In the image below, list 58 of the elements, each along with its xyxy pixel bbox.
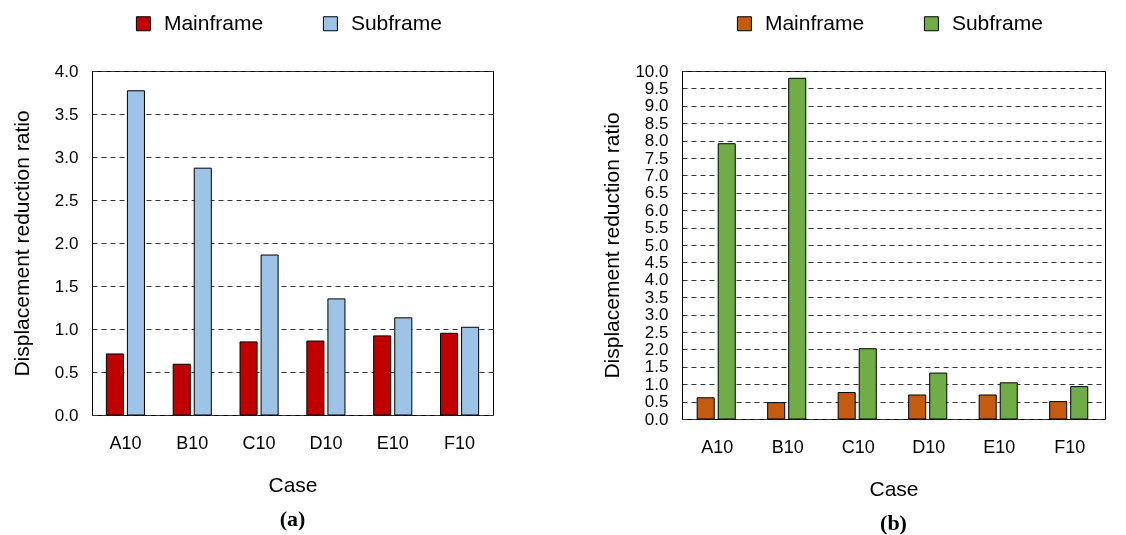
y-tick-label: 0.5 <box>54 362 79 382</box>
y-tick-label: 2.0 <box>54 233 79 253</box>
y-tick-label: 10.0 <box>635 61 669 81</box>
legend-label: Subframe <box>350 10 442 34</box>
y-tick-label: 3.5 <box>54 104 79 124</box>
x-tick-label: E10 <box>983 436 1016 457</box>
y-tick-label: 2.5 <box>644 322 669 342</box>
x-tick-label: B10 <box>771 436 804 457</box>
y-tick-label: 4.0 <box>644 270 669 290</box>
y-tick-label: 1.5 <box>54 276 79 296</box>
x-tick-label: C10 <box>841 436 875 457</box>
x-tick-label: A10 <box>109 432 142 453</box>
y-tick-label: 3.0 <box>644 305 669 325</box>
y-tick-label: 0.0 <box>54 405 79 425</box>
bar <box>767 402 786 420</box>
bar <box>929 372 948 420</box>
legend-label: Mainframe <box>163 10 264 34</box>
y-tick-label: 8.0 <box>644 131 669 151</box>
y-tick-label: 5.5 <box>644 218 669 238</box>
y-tick-label: 4.5 <box>644 252 669 272</box>
text: (b) <box>880 510 907 535</box>
y-tick-label: 5.0 <box>644 235 669 255</box>
bar <box>239 341 258 416</box>
y-tick-label: 4.0 <box>54 61 79 81</box>
bar <box>193 167 212 416</box>
x-tick-label: D10 <box>912 436 946 457</box>
y-tick-label: 1.0 <box>54 319 79 339</box>
x-tick-label: D10 <box>309 432 343 453</box>
y-tick-label: 7.5 <box>644 148 669 168</box>
x-tick-label: E10 <box>376 432 409 453</box>
y-tick-label: 9.5 <box>644 78 669 98</box>
y-tick-label: 3.0 <box>54 147 79 167</box>
text: (a) <box>279 506 306 531</box>
y-tick-label: 3.5 <box>644 287 669 307</box>
y-tick-label: 1.5 <box>644 357 669 377</box>
y-axis-title: Displacement reduction ratio <box>599 112 623 379</box>
y-tick-label: 1.0 <box>644 374 669 394</box>
y-tick-label: 6.0 <box>644 200 669 220</box>
y-tick-label: 7.0 <box>644 165 669 185</box>
y-tick-label: 2.0 <box>644 339 669 359</box>
x-tick-label: C10 <box>242 432 276 453</box>
legend-label: Mainframe <box>764 10 865 34</box>
x-tick-label: F10 <box>1054 436 1086 457</box>
bar <box>999 382 1018 420</box>
y-tick-label: 0.5 <box>644 392 669 412</box>
y-tick-label: 8.5 <box>644 113 669 133</box>
y-tick-label: 6.5 <box>644 183 669 203</box>
y-tick-label: 9.0 <box>644 96 669 116</box>
x-tick-label: A10 <box>701 436 734 457</box>
y-axis-title: Displacement reduction ratio <box>9 110 33 377</box>
x-tick-label: F10 <box>444 432 476 453</box>
bar <box>837 392 856 420</box>
x-axis-title: Case <box>268 472 318 496</box>
x-tick-label: B10 <box>176 432 209 453</box>
y-tick-label: 2.5 <box>54 190 79 210</box>
y-tick-label: 0.0 <box>644 409 669 429</box>
x-axis-title: Case <box>869 476 919 500</box>
legend-label: Subframe <box>951 10 1043 34</box>
